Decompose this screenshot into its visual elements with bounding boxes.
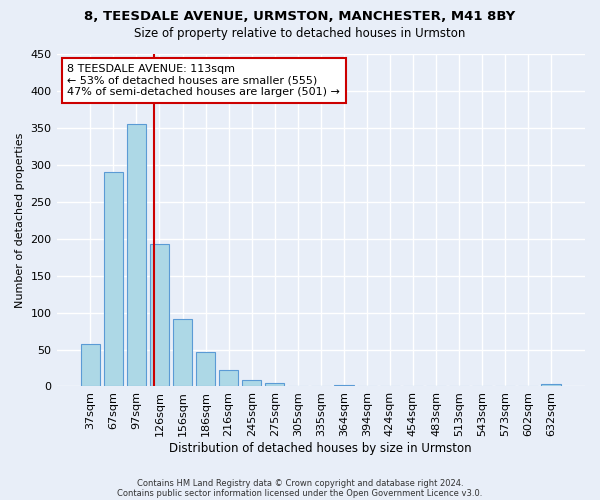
- Bar: [149, 244, 169, 386]
- Bar: [196, 352, 215, 386]
- Bar: [80, 344, 100, 386]
- Y-axis label: Number of detached properties: Number of detached properties: [15, 132, 25, 308]
- Bar: [334, 385, 353, 386]
- Bar: [173, 319, 193, 386]
- Bar: [265, 383, 284, 386]
- Bar: [541, 384, 561, 386]
- Bar: [127, 124, 146, 386]
- X-axis label: Distribution of detached houses by size in Urmston: Distribution of detached houses by size …: [169, 442, 472, 455]
- Text: Contains HM Land Registry data © Crown copyright and database right 2024.: Contains HM Land Registry data © Crown c…: [137, 478, 463, 488]
- Bar: [219, 370, 238, 386]
- Text: 8, TEESDALE AVENUE, URMSTON, MANCHESTER, M41 8BY: 8, TEESDALE AVENUE, URMSTON, MANCHESTER,…: [85, 10, 515, 23]
- Text: 8 TEESDALE AVENUE: 113sqm
← 53% of detached houses are smaller (555)
47% of semi: 8 TEESDALE AVENUE: 113sqm ← 53% of detac…: [67, 64, 340, 97]
- Bar: [104, 172, 123, 386]
- Text: Size of property relative to detached houses in Urmston: Size of property relative to detached ho…: [134, 28, 466, 40]
- Text: Contains public sector information licensed under the Open Government Licence v3: Contains public sector information licen…: [118, 488, 482, 498]
- Bar: [242, 380, 262, 386]
